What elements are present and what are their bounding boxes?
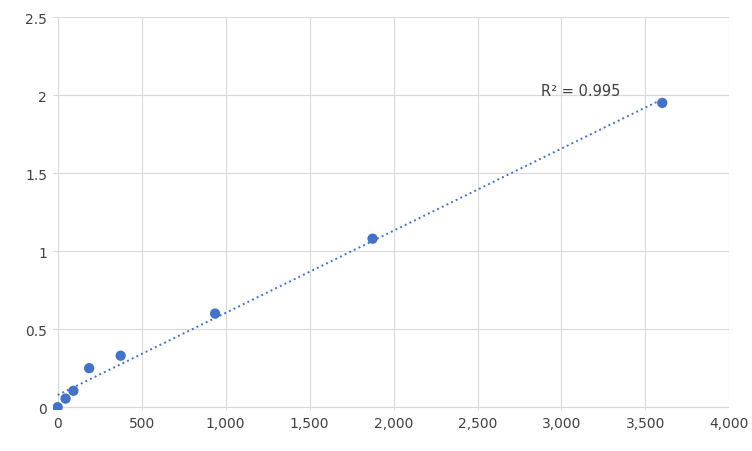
Point: [59, 395, 71, 402]
Point: [366, 235, 378, 243]
Point: [209, 310, 221, 318]
Point: [114, 352, 126, 359]
Point: [52, 404, 64, 411]
Point: [656, 100, 669, 107]
Point: [68, 387, 80, 395]
Point: [83, 365, 96, 372]
Text: R² = 0.995: R² = 0.995: [541, 84, 620, 99]
